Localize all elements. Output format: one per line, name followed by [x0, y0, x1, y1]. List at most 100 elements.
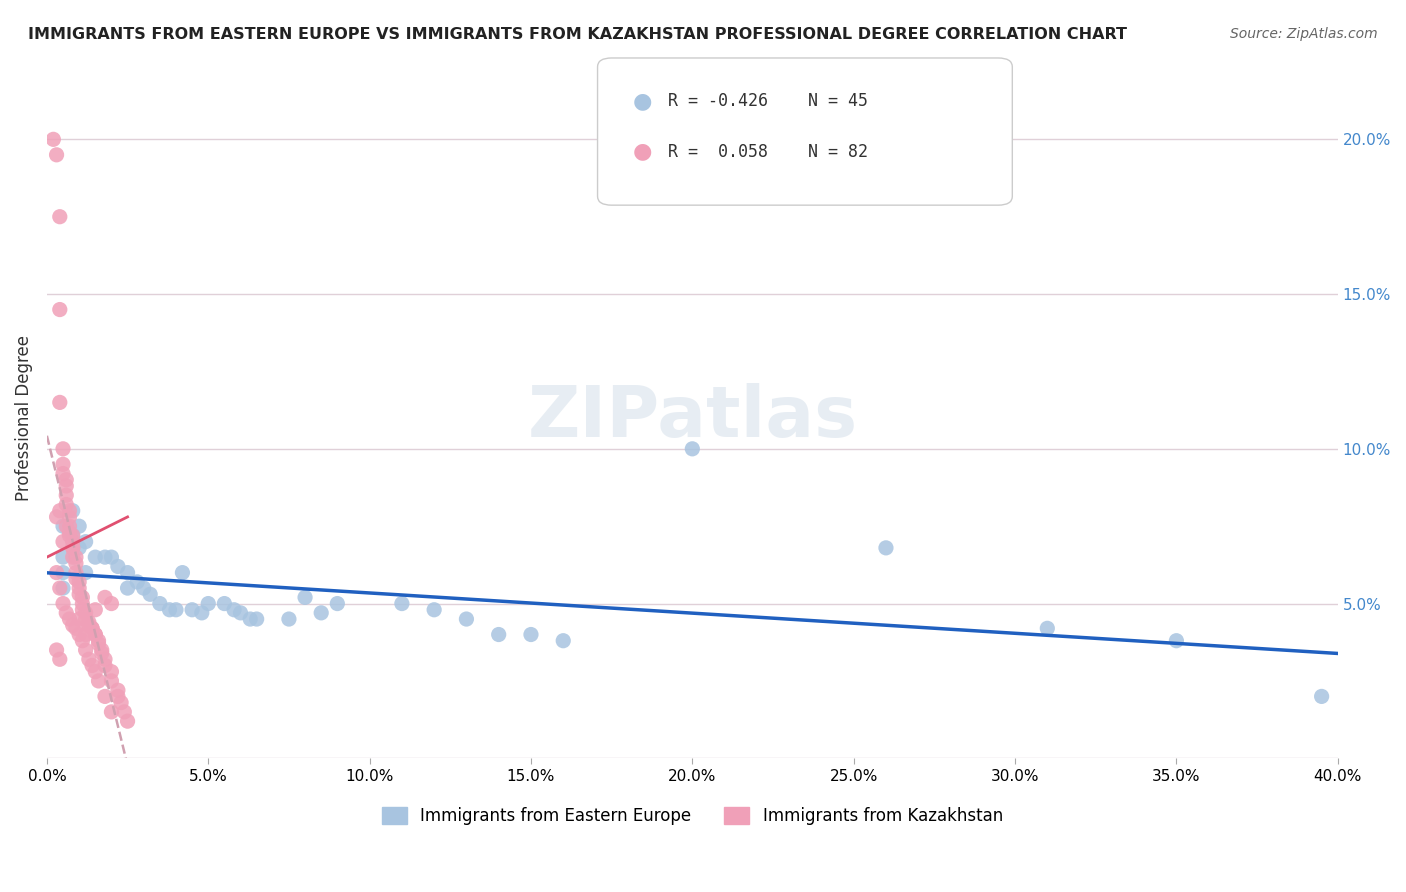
Point: [100, 665, 122, 679]
Point: [246, 612, 269, 626]
Point: [107, 690, 129, 704]
Point: [65, 572, 87, 586]
Point: [62, 541, 84, 555]
Point: [62, 528, 84, 542]
Point: [84, 627, 107, 641]
Point: [52, 550, 75, 565]
Text: ZIPatlas: ZIPatlas: [527, 384, 858, 452]
Point: [222, 603, 245, 617]
Point: [75, 606, 97, 620]
Point: [80, 621, 103, 635]
Point: [423, 603, 446, 617]
Point: [1310, 690, 1333, 704]
Point: [112, 705, 135, 719]
Point: [277, 612, 299, 626]
Point: [58, 519, 80, 533]
Point: [110, 696, 132, 710]
Point: [80, 658, 103, 673]
Point: [67, 612, 90, 626]
Point: [49, 652, 72, 666]
Point: [45, 566, 67, 580]
Point: [197, 597, 219, 611]
Point: [80, 621, 103, 635]
Point: [94, 652, 117, 666]
Point: [87, 637, 110, 651]
Point: [84, 603, 107, 617]
Point: [391, 597, 413, 611]
Point: [55, 606, 77, 620]
Point: [58, 509, 80, 524]
Point: [107, 559, 129, 574]
Point: [72, 633, 94, 648]
Point: [1036, 621, 1059, 635]
Text: Source: ZipAtlas.com: Source: ZipAtlas.com: [1230, 27, 1378, 41]
Point: [139, 587, 162, 601]
Point: [52, 458, 75, 472]
Point: [65, 621, 87, 635]
Point: [75, 612, 97, 626]
Point: [52, 519, 75, 533]
Point: [45, 148, 67, 162]
Point: [45, 643, 67, 657]
Text: IMMIGRANTS FROM EASTERN EUROPE VS IMMIGRANTS FROM KAZAKHSTAN PROFESSIONAL DEGREE: IMMIGRANTS FROM EASTERN EUROPE VS IMMIGR…: [28, 27, 1128, 42]
Point: [149, 597, 172, 611]
Point: [117, 566, 139, 580]
Point: [58, 612, 80, 626]
Point: [94, 690, 117, 704]
Point: [181, 603, 204, 617]
Point: [67, 541, 90, 555]
Text: R =  0.058    N = 82: R = 0.058 N = 82: [668, 143, 868, 161]
Point: [67, 519, 90, 533]
Point: [191, 606, 214, 620]
Point: [55, 473, 77, 487]
Point: [520, 627, 543, 641]
Point: [49, 210, 72, 224]
Point: [55, 519, 77, 533]
Point: [62, 528, 84, 542]
Point: [62, 618, 84, 632]
Point: [90, 643, 112, 657]
Point: [52, 467, 75, 481]
Point: [67, 581, 90, 595]
Point: [229, 606, 252, 620]
Text: ●: ●: [633, 142, 652, 161]
Point: [456, 612, 478, 626]
Point: [65, 557, 87, 571]
Point: [49, 302, 72, 317]
Point: [84, 550, 107, 565]
Point: [159, 603, 181, 617]
Point: [58, 504, 80, 518]
Point: [49, 395, 72, 409]
Point: [72, 597, 94, 611]
Point: [65, 566, 87, 580]
Point: [94, 550, 117, 565]
Point: [294, 591, 316, 605]
Point: [100, 550, 122, 565]
Point: [52, 442, 75, 456]
Point: [107, 683, 129, 698]
Point: [100, 673, 122, 688]
Point: [75, 534, 97, 549]
Point: [65, 550, 87, 565]
Text: R = -0.426    N = 45: R = -0.426 N = 45: [668, 92, 868, 110]
Point: [77, 615, 100, 629]
Point: [100, 597, 122, 611]
Point: [67, 587, 90, 601]
Legend: Immigrants from Eastern Europe, Immigrants from Kazakhstan: Immigrants from Eastern Europe, Immigran…: [375, 800, 1010, 831]
Point: [52, 597, 75, 611]
Point: [49, 581, 72, 595]
Point: [172, 566, 194, 580]
Point: [77, 618, 100, 632]
Point: [1166, 633, 1188, 648]
Point: [52, 566, 75, 580]
Point: [214, 597, 236, 611]
Point: [55, 488, 77, 502]
Point: [875, 541, 897, 555]
Point: [58, 525, 80, 540]
Point: [117, 714, 139, 728]
Point: [87, 673, 110, 688]
Y-axis label: Professional Degree: Professional Degree: [15, 334, 32, 501]
Point: [553, 633, 575, 648]
Point: [49, 504, 72, 518]
Point: [681, 442, 703, 456]
